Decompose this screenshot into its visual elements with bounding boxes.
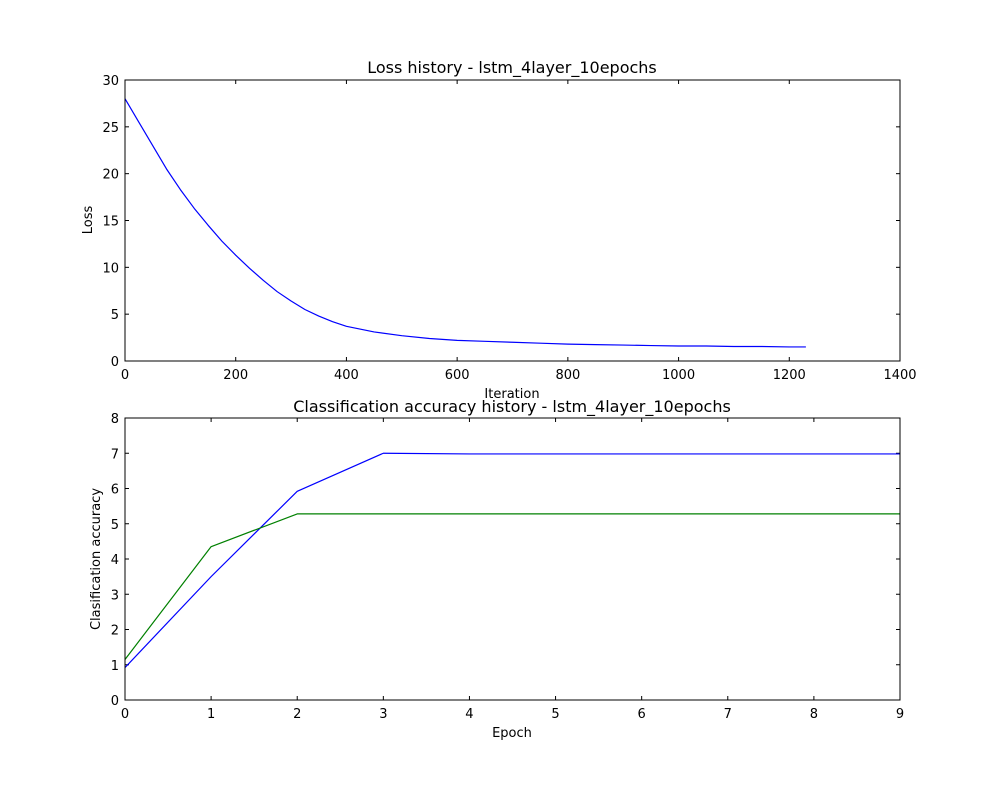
accuracy-chart: Classification accuracy history - lstm_4… (89, 397, 904, 741)
loss-xtick-label: 0 (121, 368, 129, 383)
accuracy-series-line-2 (124, 513, 900, 660)
loss-xtick-label: 1000 (662, 368, 695, 383)
loss-xtick-label: 600 (445, 368, 470, 383)
accuracy-chart-title: Classification accuracy history - lstm_4… (293, 397, 731, 417)
loss-ytick-label: 15 (102, 215, 119, 230)
accuracy-chart-xlabel: Epoch (492, 726, 532, 741)
accuracy-ytick-label: 1 (111, 659, 119, 674)
loss-xtick-label: 200 (223, 368, 248, 383)
loss-ytick-label: 25 (102, 121, 119, 136)
loss-series-line-1 (124, 98, 806, 348)
accuracy-ytick-label: 3 (111, 588, 119, 603)
loss-chart-title: Loss history - lstm_4layer_10epochs (367, 58, 657, 78)
accuracy-xtick-label: 7 (724, 707, 732, 722)
loss-ytick-label: 5 (111, 308, 119, 323)
loss-xtick-label: 400 (334, 368, 359, 383)
accuracy-ytick-label: 2 (111, 624, 119, 639)
loss-ytick-label: 0 (111, 355, 119, 370)
accuracy-xtick-label: 9 (896, 707, 904, 722)
accuracy-ytick-label: 6 (111, 483, 119, 498)
loss-ytick-label: 10 (102, 261, 119, 276)
accuracy-ytick-label: 4 (111, 553, 119, 568)
accuracy-xtick-label: 6 (638, 707, 646, 722)
accuracy-chart-frame (124, 417, 901, 701)
loss-ytick-label: 20 (102, 168, 119, 183)
accuracy-ytick-label: 0 (111, 694, 119, 709)
accuracy-xtick-label: 0 (121, 707, 129, 722)
loss-xtick-label: 1200 (773, 368, 806, 383)
accuracy-ytick-label: 5 (111, 518, 119, 533)
accuracy-xtick-label: 3 (379, 707, 387, 722)
loss-xtick-label: 1400 (883, 368, 916, 383)
accuracy-chart-lines (124, 452, 900, 668)
accuracy-xtick-label: 1 (207, 707, 215, 722)
accuracy-xtick-label: 5 (551, 707, 559, 722)
accuracy-ytick-label: 7 (111, 447, 119, 462)
loss-chart-xlabel: Iteration (484, 387, 539, 402)
accuracy-chart-ylabel: Clasification accuracy (89, 488, 104, 630)
accuracy-xtick-label: 4 (465, 707, 473, 722)
loss-chart: Loss history - lstm_4layer_10epochs Iter… (81, 58, 917, 402)
loss-chart-frame (124, 79, 901, 362)
loss-xtick-label: 800 (555, 368, 580, 383)
accuracy-xtick-label: 8 (810, 707, 818, 722)
accuracy-chart-ticks: 0 1 2 3 4 5 6 7 8 9 0 1 2 3 4 5 6 7 8 (111, 412, 904, 722)
loss-chart-lines (124, 98, 806, 348)
accuracy-series-line-1 (124, 452, 900, 668)
loss-chart-ticks: 0 200 400 600 800 1000 1200 1400 0 5 10 15 20 25 30 (102, 74, 916, 383)
loss-ytick-label: 30 (102, 74, 119, 89)
loss-chart-ylabel: Loss (81, 206, 96, 235)
accuracy-xtick-label: 2 (293, 707, 301, 722)
accuracy-ytick-label: 8 (111, 412, 119, 427)
